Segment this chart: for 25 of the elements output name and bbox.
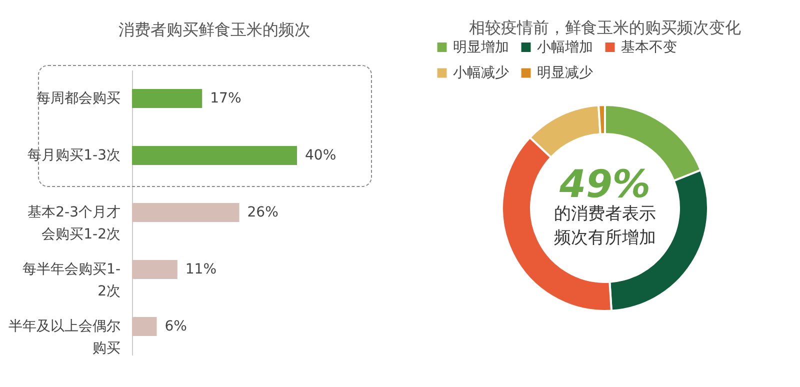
data-label: 17% xyxy=(210,90,242,106)
y-tick-label: 每周都会购买 xyxy=(36,90,120,106)
text: 的消费者表示 xyxy=(554,204,656,224)
legend-label: 小幅减少 xyxy=(453,65,509,81)
legend-label: 小幅增加 xyxy=(537,39,593,56)
legend-label: 明显减少 xyxy=(537,65,593,81)
y-tick-label: 基本2-3个月才会购买1-2次 xyxy=(28,204,120,242)
y-tick-label: 每月购买1-3次 xyxy=(28,148,120,164)
text: 频次有所增加 xyxy=(554,228,656,248)
data-label: 6% xyxy=(164,318,187,334)
y-tick-label: 每半年会购买1-2次 xyxy=(22,262,120,300)
chart-title: 消费者购买鲜食玉米的频次 xyxy=(118,20,310,39)
data-label: 26% xyxy=(247,204,278,220)
text: 49% xyxy=(558,162,650,206)
bar xyxy=(132,260,178,279)
bar xyxy=(132,317,157,336)
bar xyxy=(132,89,202,108)
data-label: 11% xyxy=(185,262,216,278)
bar xyxy=(132,146,297,165)
legend-label: 明显增加 xyxy=(453,39,509,56)
chart-title: 相较疫情前，鲜食玉米的购买频次变化 xyxy=(469,18,741,37)
data-label: 40% xyxy=(305,148,336,164)
y-tick-label: 半年及以上会偶尔购买 xyxy=(8,318,120,356)
legend-label: 基本不变 xyxy=(621,39,677,56)
bar xyxy=(132,203,240,222)
